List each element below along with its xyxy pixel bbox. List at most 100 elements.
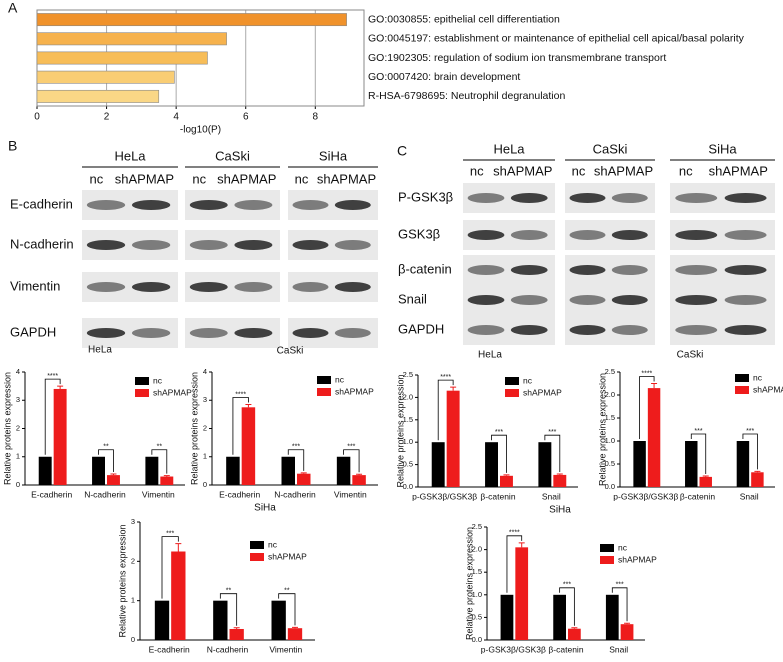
blot-band	[334, 240, 371, 250]
y-tick-label: 4	[203, 367, 207, 376]
y-tick-label: 2	[16, 423, 20, 432]
lane-label: shAPMAP	[594, 163, 653, 178]
blot-band	[510, 230, 548, 240]
x-tick-label: N-cadherin	[84, 489, 126, 499]
bar	[605, 594, 619, 640]
y-tick-label: 1.5	[403, 415, 413, 424]
x-tick-label: E-cadherin	[149, 644, 190, 654]
significance-label: ***	[548, 429, 556, 436]
y-tick-label: 0.0	[472, 635, 482, 644]
x-tick-label: 2	[104, 112, 110, 123]
blot-band	[334, 282, 371, 292]
bar	[633, 441, 646, 487]
y-axis-label: Relative proteins expression	[395, 374, 405, 487]
y-tick-label: 2	[131, 556, 135, 565]
error-bar	[651, 383, 658, 389]
significance-label: ****	[440, 374, 451, 381]
blot-band	[724, 325, 767, 335]
bar	[568, 628, 581, 640]
bar	[213, 600, 228, 640]
blot-band	[131, 328, 171, 338]
significance-bracket	[151, 449, 168, 474]
significance-label: ***	[563, 582, 571, 589]
bar	[553, 474, 567, 487]
x-tick-label: E-cadherin	[31, 489, 72, 499]
error-bar	[624, 622, 631, 625]
y-tick-label: 0	[131, 635, 135, 644]
x-tick-label: β-catenin	[680, 491, 715, 501]
error-bar	[571, 627, 578, 629]
legend-swatch	[250, 541, 264, 549]
blot-band	[131, 200, 171, 210]
y-tick-label: 1	[203, 452, 207, 461]
bar	[287, 628, 303, 640]
blot-band	[569, 230, 606, 240]
legend-swatch	[317, 376, 331, 384]
y-tick-label: 1.5	[472, 567, 482, 576]
blot-band	[189, 328, 228, 338]
blot-band	[675, 230, 718, 240]
lane-label: nc	[192, 171, 206, 186]
chart-title: SiHa	[254, 503, 276, 514]
blot-band	[234, 282, 273, 292]
significance-label: ***	[292, 444, 300, 451]
x-tick-label: p-GSK3β/GSK3β	[412, 491, 477, 501]
y-tick-label: 1.0	[472, 590, 482, 599]
y-tick-label: 2.0	[605, 390, 615, 399]
chart-title: CaSki	[277, 346, 304, 357]
error-bar	[503, 474, 510, 476]
blot-band	[467, 265, 505, 275]
significance-bracket	[161, 536, 179, 599]
protein-label: Snail	[398, 291, 427, 306]
error-bar	[292, 626, 298, 629]
lane-label: shAPMAP	[709, 163, 768, 178]
cell-line-label: HeLa	[493, 141, 525, 156]
significance-label: ***	[746, 428, 754, 435]
bar	[336, 456, 351, 485]
blot-band	[675, 295, 718, 305]
bar	[53, 388, 67, 485]
y-axis-label: Relative proteins expression	[189, 372, 199, 485]
error-bar	[450, 386, 457, 391]
y-tick-label: 3	[16, 395, 20, 404]
bar	[485, 442, 498, 487]
blot-band	[86, 240, 126, 250]
blot-band	[724, 265, 767, 275]
error-bar	[754, 470, 761, 473]
blot-band	[510, 265, 548, 275]
x-tick-label: β-catenin	[480, 491, 515, 501]
category-label: GO:0007420: brain development	[368, 71, 520, 83]
bar	[352, 475, 366, 485]
y-tick-label: 4	[16, 367, 20, 376]
error-bar	[556, 473, 563, 475]
legend-swatch	[317, 388, 331, 396]
blot-band	[467, 230, 505, 240]
y-tick-label: 0.0	[403, 482, 413, 491]
legend-label: nc	[335, 374, 345, 384]
bar	[36, 13, 347, 27]
x-tick-label: 6	[243, 112, 249, 123]
error-bar	[110, 473, 117, 476]
bar	[36, 89, 160, 103]
lane-label: shAPMAP	[115, 171, 174, 186]
cell-line-label: CaSki	[215, 148, 250, 163]
bar	[160, 476, 174, 485]
error-bar	[518, 542, 525, 548]
error-bar	[175, 543, 182, 552]
bar	[538, 442, 552, 487]
blot-band	[86, 282, 126, 292]
panel-label: A	[8, 0, 18, 16]
blot-band	[86, 200, 126, 210]
protein-label: β-catenin	[398, 261, 452, 276]
x-tick-label: p-GSK3β/GSK3β	[481, 644, 546, 654]
bar	[36, 51, 208, 65]
panel-label: B	[8, 138, 17, 154]
blot-band	[234, 328, 273, 338]
blot-band	[86, 328, 126, 338]
protein-label: GAPDH	[398, 321, 444, 336]
y-tick-label: 1	[16, 452, 20, 461]
blot-band	[467, 325, 505, 335]
y-tick-label: 0.0	[605, 482, 615, 491]
significance-label: ***	[166, 530, 174, 537]
significance-label: ***	[495, 429, 503, 436]
